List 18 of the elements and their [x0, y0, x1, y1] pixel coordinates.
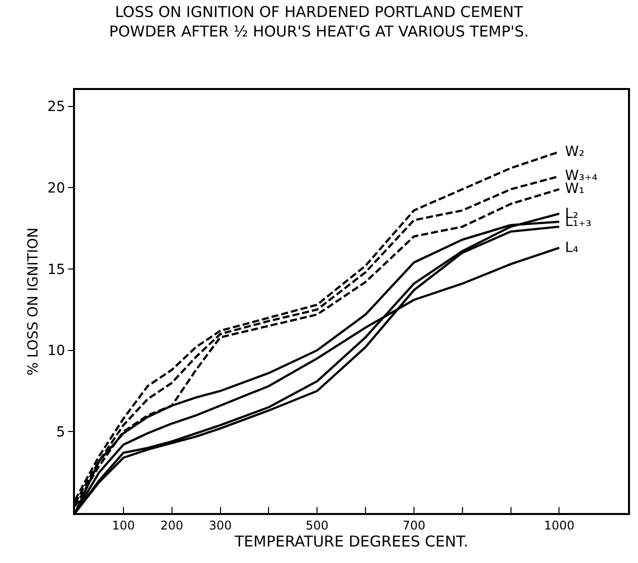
y-tick-label: 10 — [47, 343, 66, 360]
y-tick-label: 5 — [56, 424, 66, 441]
y-tick-label: 20 — [47, 180, 66, 197]
x-tick-label: 300 — [208, 518, 232, 532]
y-tick-label: 25 — [47, 99, 66, 116]
x-tick-label: 700 — [402, 518, 426, 532]
series-label: W₂ — [565, 144, 584, 160]
series-label: L₄ — [565, 240, 579, 256]
x-tick-label: 100 — [112, 518, 135, 532]
y-axis-title: % LOSS ON IGNITION — [25, 228, 42, 376]
y-tick-label: 15 — [47, 262, 66, 278]
x-tick-label: 1000 — [544, 518, 575, 532]
series-label: W₁ — [565, 181, 584, 197]
series-label: W₃₊₄ — [565, 168, 598, 184]
x-axis-title: TEMPERATURE DEGREES CENT. — [234, 532, 468, 550]
x-tick-label: 500 — [306, 518, 329, 532]
chart-title: LOSS ON IGNITION OF HARDENED PORTLAND CEMENT POWDER AFTER ½ HOUR'S HEAT'G AT VARIOUS TEMP'S. — [109, 2, 529, 40]
x-tick-label: 200 — [160, 518, 184, 532]
